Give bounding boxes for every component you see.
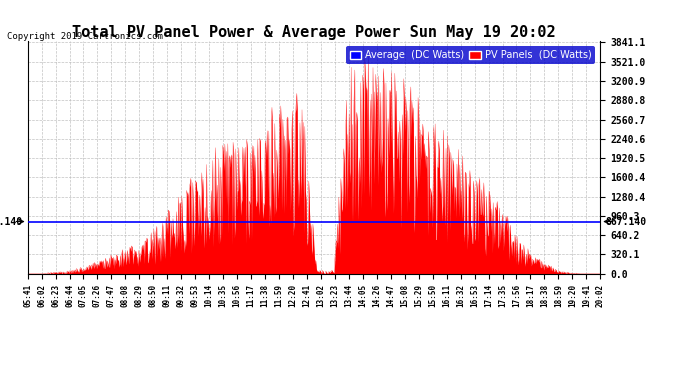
- Text: 867.140: 867.140: [0, 216, 22, 226]
- Title: Total PV Panel Power & Average Power Sun May 19 20:02: Total PV Panel Power & Average Power Sun…: [72, 25, 555, 40]
- Legend: Average  (DC Watts), PV Panels  (DC Watts): Average (DC Watts), PV Panels (DC Watts): [346, 46, 595, 64]
- Text: Copyright 2019 Cartronics.com: Copyright 2019 Cartronics.com: [7, 32, 163, 41]
- Text: 867.140: 867.140: [606, 216, 647, 226]
